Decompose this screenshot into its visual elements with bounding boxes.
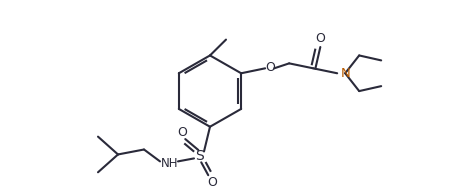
Text: NH: NH [161,157,179,170]
Text: O: O [177,126,187,139]
Text: O: O [315,32,325,45]
Text: O: O [265,61,275,74]
Text: N: N [341,67,351,80]
Text: S: S [196,150,204,163]
Text: O: O [207,176,217,189]
